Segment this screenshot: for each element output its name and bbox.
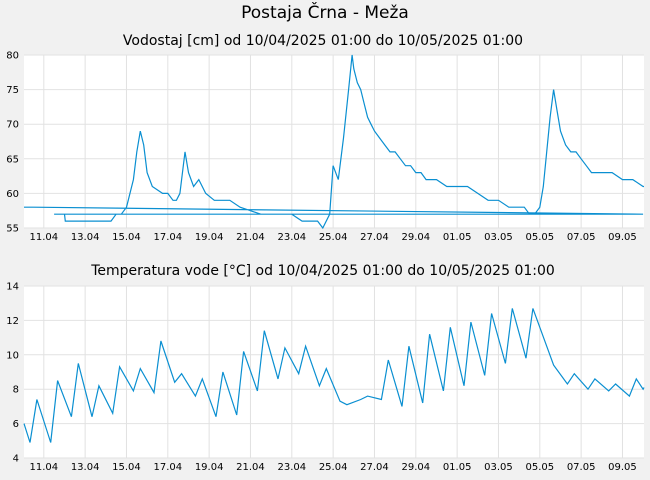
c1-y-tick-label: 70 [6, 120, 19, 131]
c1-x-tick-label: 27.04 [360, 232, 389, 243]
c1-y-tick-label: 60 [6, 189, 19, 200]
c2-y-tick-label: 8 [13, 385, 19, 396]
c2-x-tick-label: 05.05 [525, 462, 554, 473]
c1-x-tick-label: 01.05 [443, 232, 472, 243]
c1-x-tick-label: 25.04 [319, 232, 348, 243]
c2-x-tick-label: 07.05 [567, 462, 596, 473]
c2-x-tick-label: 09.05 [608, 462, 637, 473]
c2-x-tick-label: 21.04 [236, 462, 265, 473]
c1-x-tick-label: 09.05 [608, 232, 637, 243]
c2-x-tick-label: 23.04 [277, 462, 306, 473]
c2-x-tick-label: 27.04 [360, 462, 389, 473]
c2-x-tick-label: 19.04 [195, 462, 224, 473]
chart2-plot-area [24, 286, 644, 458]
c2-x-tick-label: 17.04 [153, 462, 182, 473]
c1-x-tick-label: 29.04 [401, 232, 430, 243]
c2-x-tick-label: 03.05 [484, 462, 513, 473]
c2-y-tick-label: 12 [6, 316, 19, 327]
c2-x-tick-label: 11.04 [29, 462, 58, 473]
c2-y-tick-label: 14 [6, 282, 19, 293]
chart1-plot-area [24, 55, 644, 228]
chart1-grid [24, 54, 644, 229]
c2-x-tick-label: 29.04 [401, 462, 430, 473]
c1-y-tick-label: 75 [6, 85, 19, 96]
c2-x-tick-label: 25.04 [319, 462, 348, 473]
c1-x-tick-label: 17.04 [153, 232, 182, 243]
chart2-title: Temperatura vode [°C] od 10/04/2025 01:0… [90, 263, 555, 279]
c1-x-tick-label: 07.05 [567, 232, 596, 243]
chart1-y-ticks: 55 60 65 70 75 80 [6, 51, 19, 235]
c2-x-tick-label: 13.04 [71, 462, 100, 473]
c1-y-tick-label: 65 [6, 154, 19, 165]
c1-x-tick-label: 21.04 [236, 232, 265, 243]
chart1-series-line [24, 54, 644, 230]
c1-x-tick-label: 15.04 [112, 232, 141, 243]
c1-y-tick-label: 55 [6, 224, 19, 235]
chart1-title: Vodostaj [cm] od 10/04/2025 01:00 do 10/… [123, 33, 523, 49]
c1-x-tick-label: 11.04 [29, 232, 58, 243]
c2-y-tick-label: 4 [13, 454, 19, 465]
c1-x-tick-label: 19.04 [195, 232, 224, 243]
c1-x-tick-label: 23.04 [277, 232, 306, 243]
chart2-x-ticks: 11.04 13.04 15.04 17.04 19.04 21.04 23.04 25.04… [29, 462, 636, 473]
c1-x-tick-label: 13.04 [71, 232, 100, 243]
c1-x-tick-label: 03.05 [484, 232, 513, 243]
c2-x-tick-label: 15.04 [112, 462, 141, 473]
c1-y-tick-label: 80 [6, 51, 19, 62]
chart1-x-ticks: 11.04 13.04 15.04 17.04 19.04 21.04 23.04 25.04… [29, 232, 636, 243]
c2-y-tick-label: 6 [13, 419, 19, 430]
chart2-series-line [23, 308, 645, 443]
c1-x-tick-label: 05.05 [525, 232, 554, 243]
chart2-y-ticks: 4 6 8 10 12 14 [6, 282, 19, 465]
c2-y-tick-label: 10 [6, 350, 19, 361]
main-title: Postaja Črna - Meža [241, 3, 409, 23]
c2-x-tick-label: 01.05 [443, 462, 472, 473]
chart2-grid [24, 285, 644, 459]
